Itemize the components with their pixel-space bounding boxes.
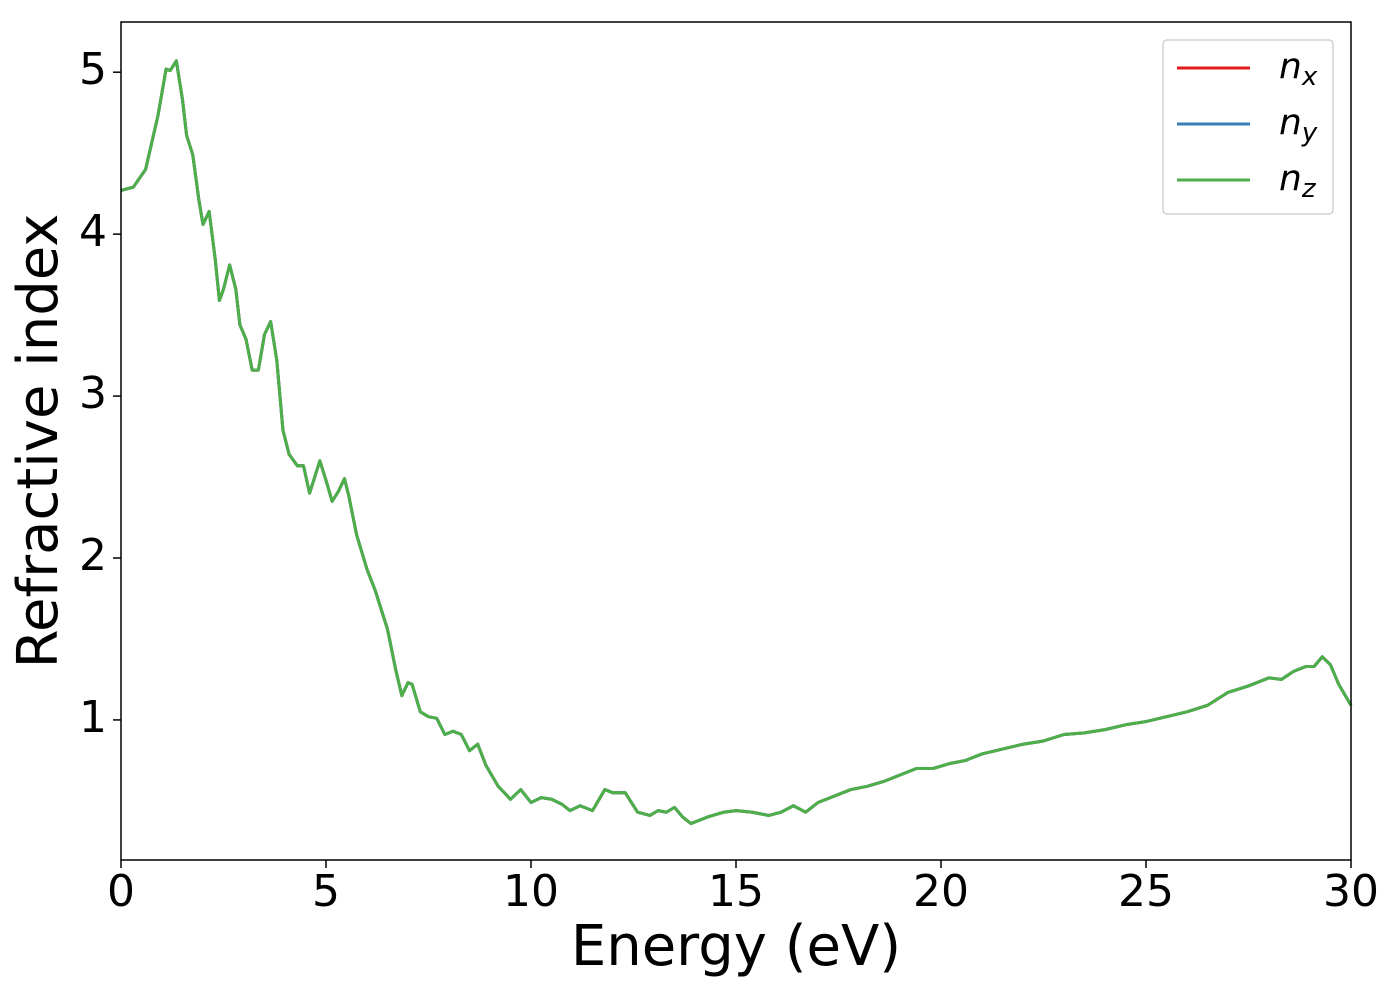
x-tick-label: 30 <box>1323 866 1379 917</box>
legend-label: nz <box>1279 158 1317 204</box>
series-line <box>120 59 1353 826</box>
y-tick-label: 5 <box>79 44 107 95</box>
y-tick-label: 1 <box>79 692 107 743</box>
x-tick-label: 25 <box>1118 866 1174 917</box>
y-tick-label: 3 <box>79 368 107 419</box>
y-tick-label: 4 <box>79 206 107 257</box>
legend-frame <box>1162 39 1334 215</box>
x-tick-label: 15 <box>708 866 764 917</box>
y-tick-label: 2 <box>79 530 107 581</box>
x-tick-label: 0 <box>107 866 135 917</box>
legend-label: ny <box>1279 102 1318 148</box>
legend-label: nx <box>1279 46 1318 92</box>
legend: nx ny nz <box>1162 39 1334 215</box>
x-tick-label: 20 <box>913 866 969 917</box>
x-tick-label: 5 <box>312 866 340 917</box>
y-axis-label: Refractive index <box>6 214 71 669</box>
x-tick-label: 10 <box>503 866 559 917</box>
plot-frame <box>120 21 1352 861</box>
x-axis-label: Energy (eV) <box>571 914 901 979</box>
